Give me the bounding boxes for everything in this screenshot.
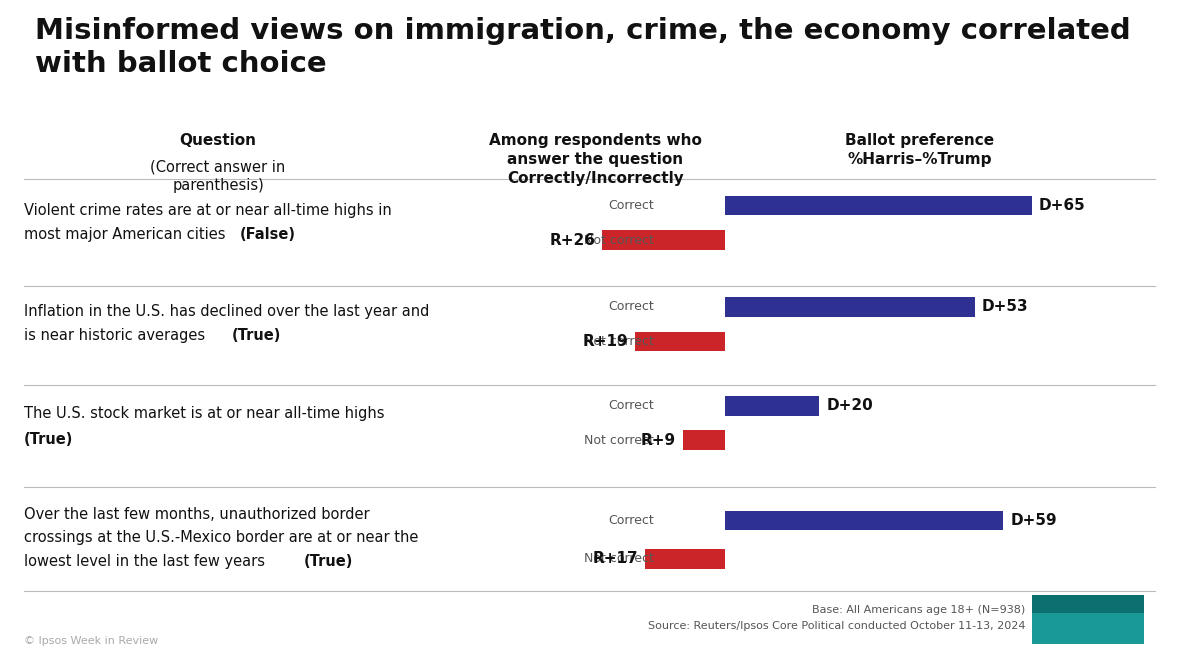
Text: D+65: D+65 [1039,198,1086,213]
Text: Not correct: Not correct [585,434,654,447]
Text: Not correct: Not correct [585,552,654,566]
Text: (True): (True) [24,432,73,447]
Text: R+17: R+17 [592,552,638,566]
Text: R+26: R+26 [549,233,595,247]
Text: Base: All Americans age 18+ (N=938): Base: All Americans age 18+ (N=938) [812,605,1026,615]
Text: D+59: D+59 [1010,513,1058,528]
Text: (False): (False) [241,227,296,242]
Text: D+20: D+20 [826,398,874,413]
Text: Correct: Correct [608,300,654,314]
Text: Correct: Correct [608,514,654,527]
Text: crossings at the U.S.-Mexico border are at or near the: crossings at the U.S.-Mexico border are … [24,530,417,546]
Text: D+53: D+53 [982,300,1029,314]
Text: Not correct: Not correct [585,233,654,247]
Text: Question: Question [179,133,257,148]
Text: Misinformed views on immigration, crime, the economy correlated
with ballot choi: Misinformed views on immigration, crime,… [35,17,1131,78]
Text: (True): (True) [232,328,282,343]
Text: lowest level in the last few years: lowest level in the last few years [24,554,269,570]
Text: Among respondents who
answer the question
Correctly/Incorrectly: Among respondents who answer the questio… [489,133,702,186]
Text: R+19: R+19 [582,334,628,349]
Text: is near historic averages: is near historic averages [24,328,210,343]
Text: Correct: Correct [608,399,654,412]
Text: R+9: R+9 [640,433,676,448]
Text: Source: Reuters/Ipsos Core Political conducted October 11-13, 2024: Source: Reuters/Ipsos Core Political con… [648,621,1026,631]
Text: Over the last few months, unauthorized border: Over the last few months, unauthorized b… [24,507,369,522]
Text: © Ipsos Week in Review: © Ipsos Week in Review [24,636,158,646]
Text: Correct: Correct [608,199,654,212]
Text: (Correct answer in
parenthesis): (Correct answer in parenthesis) [151,159,285,194]
Text: Ipsos: Ipsos [1067,613,1107,627]
Text: most major American cities: most major American cities [24,227,230,242]
Text: Not correct: Not correct [585,335,654,348]
Text: (True): (True) [304,554,354,570]
Text: Ballot preference
%Harris–%Trump: Ballot preference %Harris–%Trump [845,133,994,167]
Text: The U.S. stock market is at or near all-time highs: The U.S. stock market is at or near all-… [24,406,384,422]
Text: Inflation in the U.S. has declined over the last year and: Inflation in the U.S. has declined over … [24,304,429,320]
Text: Violent crime rates are at or near all-time highs in: Violent crime rates are at or near all-t… [24,203,391,218]
